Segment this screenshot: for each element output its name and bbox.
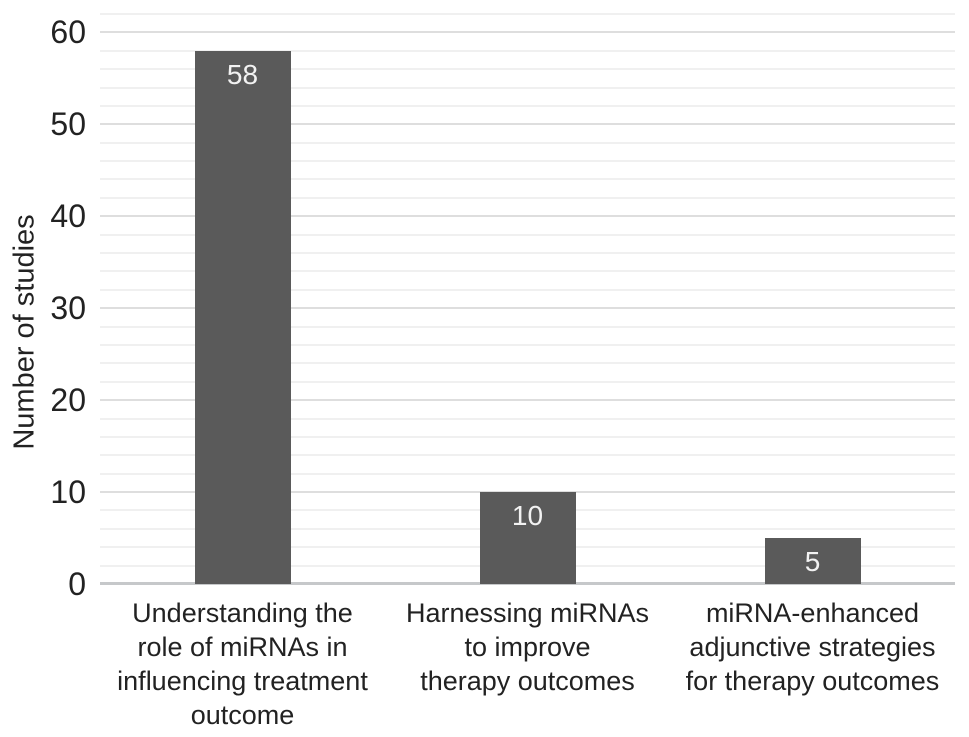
bar-value-label: 10 [511,500,544,532]
minor-gridline [100,178,955,181]
minor-gridline [100,141,955,144]
minor-gridline [100,270,955,273]
major-gridline [100,123,955,126]
minor-gridline [100,380,955,383]
minor-gridline [100,86,955,89]
x-category-label: Harnessing miRNAs to improve therapy out… [405,598,650,696]
minor-gridline [100,472,955,475]
bar: 58 [194,50,291,584]
y-axis-tick-labels: 0 10 20 30 40 50 60 [0,14,86,601]
x-category-label: Understanding the role of miRNAs in infl… [117,598,368,730]
minor-gridline [100,325,955,328]
minor-gridline [100,288,955,291]
minor-gridline [100,362,955,365]
minor-gridline [100,417,955,420]
x-axis-category-labels: Understanding the role of miRNAs in infl… [100,596,955,737]
y-tick-label: 30 [50,290,86,327]
bar-value-label: 58 [226,58,259,90]
minor-gridline [100,454,955,457]
minor-gridline [100,252,955,255]
major-gridline [100,307,955,310]
minor-gridline [100,196,955,199]
minor-gridline [100,160,955,163]
y-tick-label: 60 [50,14,86,51]
minor-gridline [100,68,955,71]
plot-area: 58 10 5 [100,13,955,585]
minor-gridline [100,13,955,15]
bar-value-label: 5 [804,546,821,578]
major-gridline [100,31,955,34]
bar: 10 [479,492,576,584]
minor-gridline [100,233,955,236]
minor-gridline [100,104,955,107]
major-gridline [100,399,955,402]
y-tick-label: 20 [50,382,86,419]
y-tick-label: 0 [68,566,86,602]
major-gridline [100,215,955,218]
y-tick-label: 40 [50,198,86,235]
y-tick-label: 50 [50,106,86,143]
minor-gridline [100,435,955,438]
x-category-label: miRNA-enhanced adjunctive strategies for… [685,598,940,696]
y-tick-label: 10 [50,474,86,511]
minor-gridline [100,49,955,52]
bar: 5 [764,538,861,584]
minor-gridline [100,343,955,346]
